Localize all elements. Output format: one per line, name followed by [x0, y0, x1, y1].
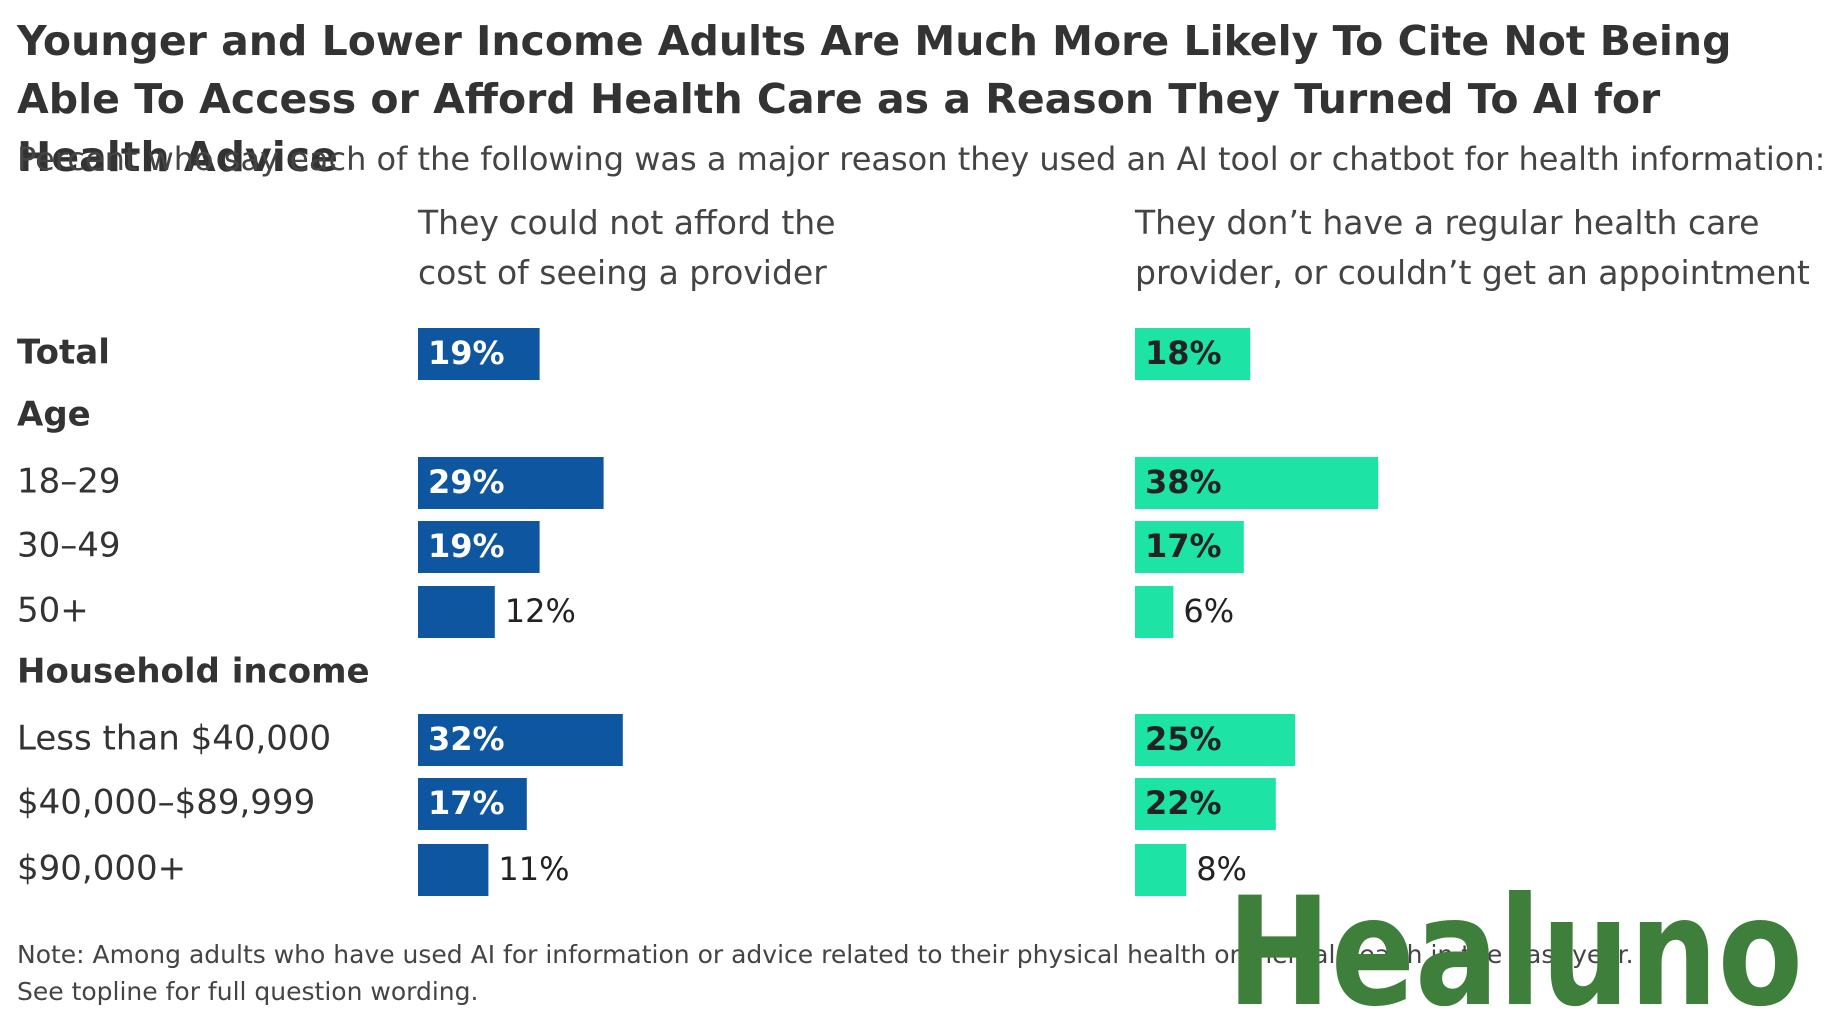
chart-subtitle: Percent who say each of the following wa… — [17, 140, 1824, 178]
bar — [418, 457, 604, 509]
value-label: 17% — [1145, 527, 1222, 565]
row-label: Less than $40,000 — [17, 719, 331, 759]
value-label: 25% — [1145, 720, 1222, 758]
chart-title: Younger and Lower Income Adults Are Much… — [17, 17, 1732, 181]
value-label: 12% — [505, 592, 576, 630]
group-label: Age — [17, 395, 91, 435]
value-label: 38% — [1145, 463, 1222, 501]
bar — [418, 328, 540, 380]
value-label: 11% — [498, 850, 569, 888]
watermark: Healuno — [1227, 866, 1803, 1026]
row-label: 18–29 — [17, 462, 121, 502]
bar — [1135, 457, 1379, 509]
bar — [418, 586, 495, 638]
value-label: 22% — [1145, 784, 1222, 822]
bar — [418, 521, 540, 573]
value-label: 6% — [1183, 592, 1234, 630]
row-label: $90,000+ — [17, 849, 186, 889]
value-label: 32% — [428, 720, 505, 758]
bar — [1135, 778, 1276, 830]
row-label: 50+ — [17, 591, 89, 631]
panel-header: They could not afford the cost of seeing… — [418, 203, 836, 292]
value-label: 18% — [1145, 334, 1222, 372]
bar — [1135, 586, 1174, 638]
panel-header: They don’t have a regular health care pr… — [1135, 203, 1810, 292]
note: See topline for full question wording. — [17, 977, 479, 1006]
bar — [1135, 521, 1244, 573]
bar — [1135, 844, 1187, 896]
value-label: 19% — [428, 527, 505, 565]
bar — [418, 714, 623, 766]
bar — [418, 844, 489, 896]
row-label: $40,000–$89,999 — [17, 783, 315, 823]
value-label: 8% — [1196, 850, 1247, 888]
row-label: Total — [17, 333, 110, 373]
group-label: Household income — [17, 652, 370, 692]
bar — [1135, 714, 1295, 766]
value-label: 17% — [428, 784, 505, 822]
note: Note: Among adults who have used AI for … — [17, 940, 1634, 969]
bar — [418, 778, 527, 830]
value-label: 29% — [428, 463, 505, 501]
row-label: 30–49 — [17, 526, 121, 566]
value-label: 19% — [428, 334, 505, 372]
bar — [1135, 328, 1251, 380]
